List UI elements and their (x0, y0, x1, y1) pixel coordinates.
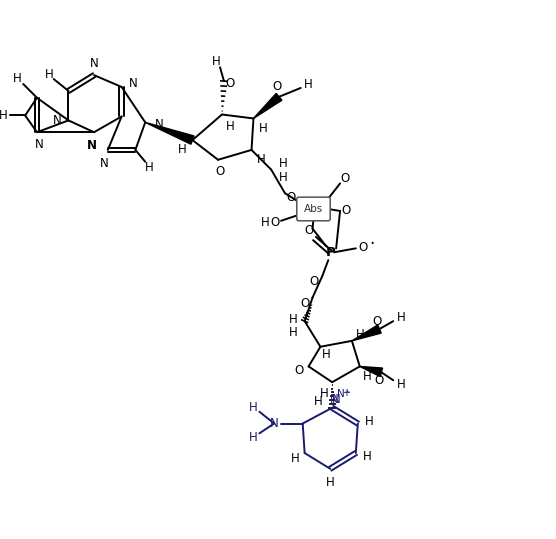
Text: N: N (270, 417, 279, 430)
Text: Abs: Abs (304, 204, 323, 214)
Text: H: H (363, 370, 372, 383)
Text: O: O (373, 315, 382, 328)
Polygon shape (145, 122, 194, 144)
Text: N: N (100, 157, 108, 170)
Text: O: O (294, 364, 304, 377)
Text: O: O (225, 77, 235, 89)
Text: O: O (271, 216, 280, 229)
Text: ·: · (369, 236, 374, 253)
Text: H: H (304, 79, 313, 92)
Text: O: O (286, 191, 295, 204)
Text: N: N (34, 137, 43, 150)
Text: H: H (363, 451, 372, 464)
Text: O: O (272, 80, 282, 93)
Text: N: N (87, 139, 97, 151)
Text: H: H (226, 120, 234, 133)
FancyBboxPatch shape (297, 197, 330, 221)
Text: H: H (249, 431, 258, 444)
Text: H: H (13, 72, 22, 85)
Text: H: H (0, 109, 8, 122)
Text: H: H (289, 313, 297, 326)
Text: O: O (300, 297, 309, 310)
Text: H: H (314, 396, 323, 409)
Text: N: N (90, 57, 98, 70)
Text: H: H (261, 216, 270, 229)
Text: H: H (365, 415, 374, 428)
Text: H: H (326, 476, 335, 489)
Text: H: H (290, 452, 299, 466)
Text: N: N (332, 393, 340, 406)
Text: H: H (145, 161, 153, 174)
Text: H: H (322, 348, 331, 361)
Text: O: O (358, 241, 368, 254)
Text: P: P (325, 246, 335, 259)
Text: H: H (212, 55, 221, 68)
Text: H: H (320, 388, 329, 400)
Polygon shape (254, 93, 282, 119)
Text: H: H (279, 157, 287, 170)
Text: H: H (259, 122, 267, 135)
Text: H: H (397, 378, 405, 391)
Text: N⁺: N⁺ (337, 389, 351, 399)
Text: N: N (330, 393, 339, 406)
Text: H: H (257, 153, 266, 166)
Polygon shape (352, 325, 381, 341)
Text: H: H (249, 401, 258, 414)
Text: H: H (279, 171, 287, 184)
Text: O: O (341, 204, 351, 217)
Text: N: N (53, 114, 62, 127)
Text: O: O (215, 165, 225, 178)
Text: O: O (310, 275, 319, 288)
Text: O: O (304, 224, 313, 237)
Polygon shape (360, 367, 383, 377)
Text: O: O (340, 172, 350, 185)
Text: H: H (355, 328, 364, 341)
Text: H: H (397, 310, 405, 324)
Text: N: N (129, 77, 138, 89)
Text: H: H (44, 68, 53, 81)
Text: H: H (178, 143, 187, 156)
Text: H: H (289, 327, 297, 340)
Text: O: O (375, 374, 384, 386)
Text: N: N (155, 118, 163, 131)
Text: +: + (342, 388, 350, 398)
